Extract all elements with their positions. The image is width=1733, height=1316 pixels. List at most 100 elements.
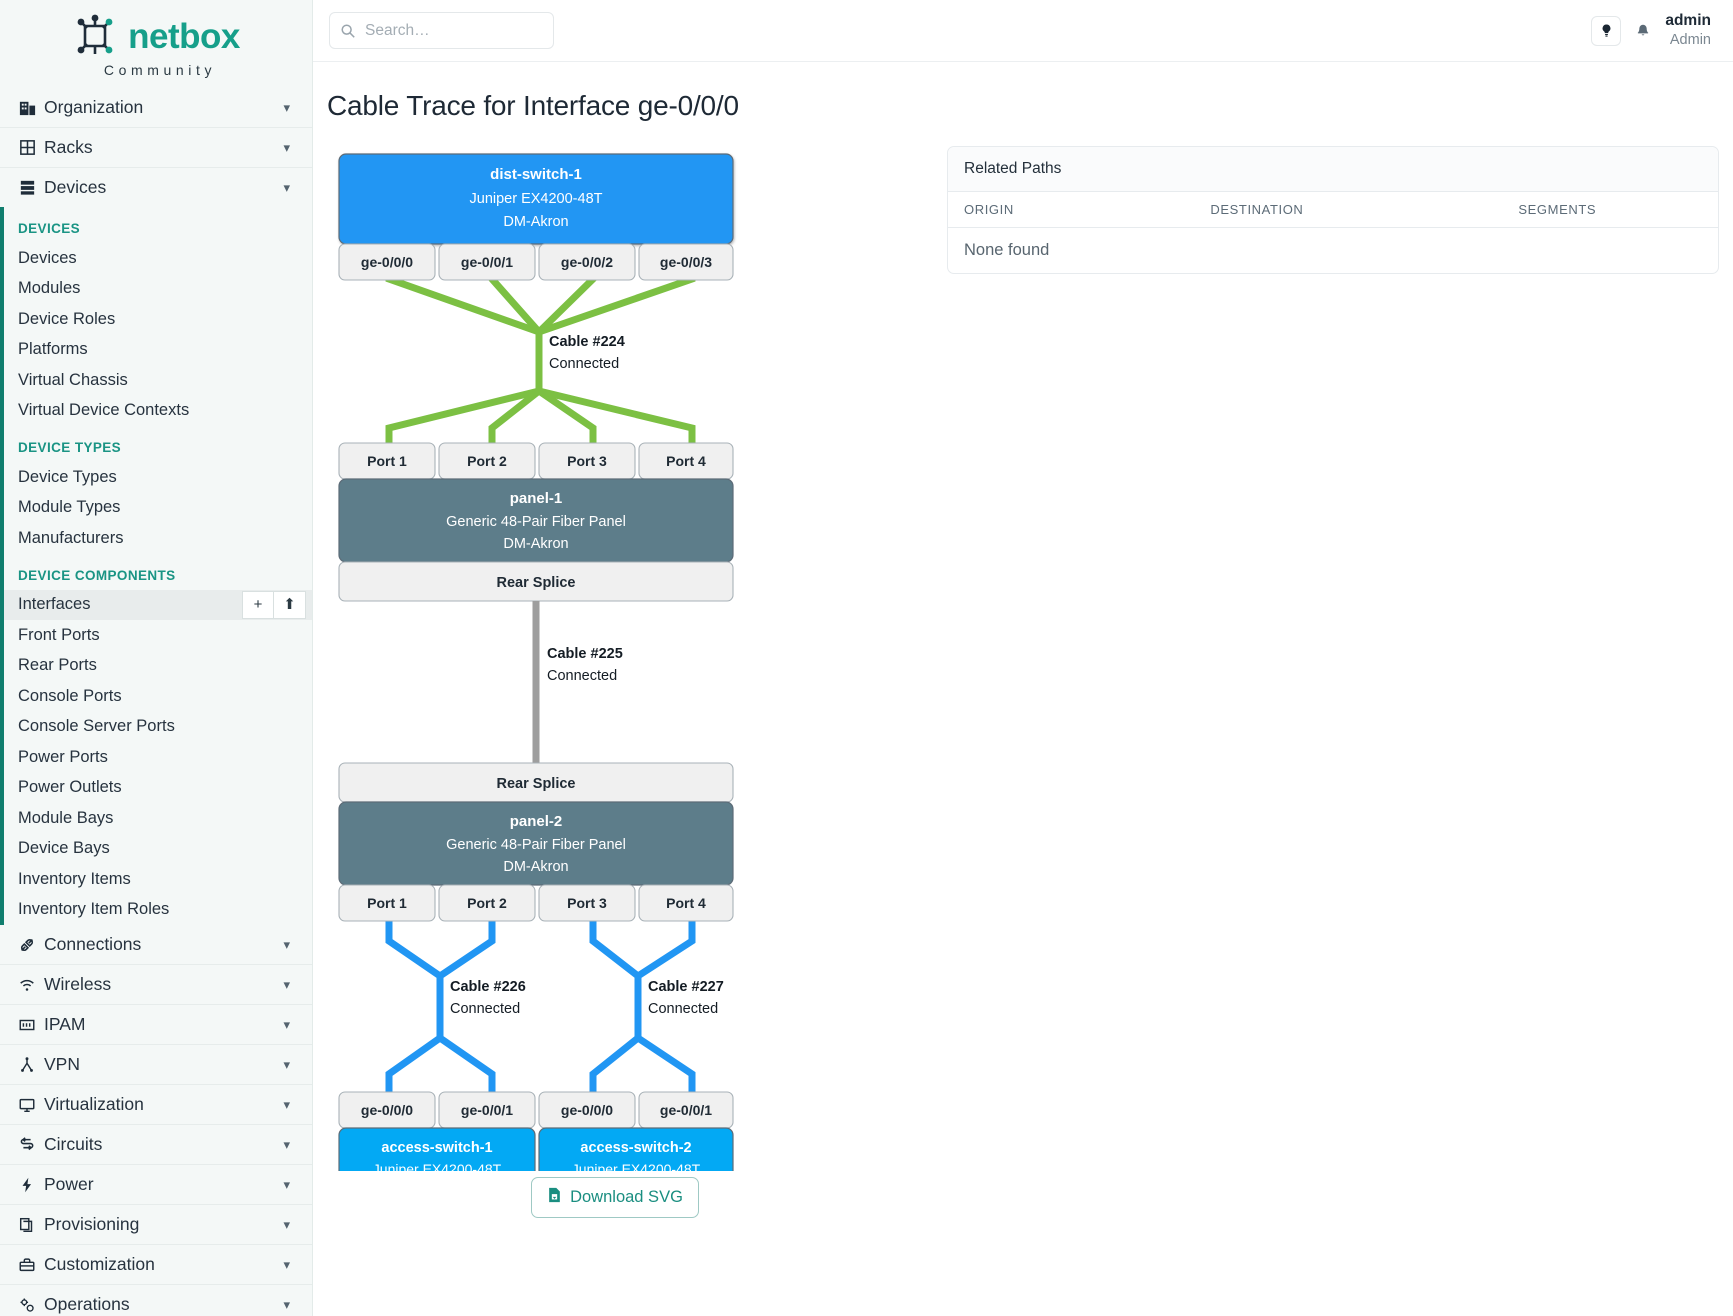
sidebar-group-devices[interactable]: Devices ▾ [0,168,312,207]
sidebar-group-circuits[interactable]: Circuits ▾ [0,1125,312,1164]
rear-termination-panel-2[interactable]: Rear Splice [338,762,734,803]
user-menu[interactable]: admin Admin [1665,12,1711,50]
rack-icon [18,138,44,157]
add-interface-button[interactable]: + [242,590,274,619]
trace-svg[interactable]: dist-switch-1 Juniper EX4200-48T DM-Akro… [327,146,903,1171]
sidebar-group-label: Organization [44,97,144,117]
sidebar-item-rear-ports[interactable]: Rear Ports [0,651,312,682]
sidebar-group-provisioning[interactable]: Provisioning ▾ [0,1205,312,1244]
termination-label: Port 4 [666,453,706,469]
sidebar-item-module-bays[interactable]: Module Bays [0,803,312,834]
sidebar-item-interfaces[interactable]: Interfaces + ⬆ [0,589,312,620]
cable-224-label[interactable]: Cable #224 Connected [549,334,625,372]
sidebar-group-operations[interactable]: Operations ▾ [0,1285,312,1316]
rear-splice-label: Rear Splice [497,776,576,792]
related-paths-card: Related Paths ORIGIN DESTINATION SEGMENT… [947,146,1719,274]
bell-icon[interactable] [1635,23,1651,39]
rear-termination-panel-1[interactable]: Rear Splice [338,561,734,602]
chevron-down-icon: ▾ [283,1177,290,1192]
search-input[interactable] [365,21,543,40]
table-header-row: ORIGIN DESTINATION SEGMENTS [948,192,1718,228]
main-content: admin Admin Cable Trace for Interface ge… [313,0,1733,1316]
sidebar-item-inventory-items[interactable]: Inventory Items [0,864,312,895]
node-name: dist-switch-1 [490,166,582,183]
sidebar-group-customization[interactable]: Customization ▾ [0,1245,312,1284]
sidebar-item-module-types[interactable]: Module Types [0,493,312,524]
sidebar-item-power-ports[interactable]: Power Ports [0,742,312,773]
node-dist-switch-1[interactable]: dist-switch-1 Juniper EX4200-48T DM-Akro… [338,153,734,245]
sidebar-item-label: Device Types [18,467,117,486]
section-heading-device-types: DEVICE TYPES [18,440,122,455]
node-model: Juniper EX4200-48T [572,1161,701,1171]
terminations-dist-switch-1[interactable]: ge-0/0/0 ge-0/0/1 ge-0/0/2 ge-0/0/3 [338,243,734,281]
brand[interactable]: netbox Community [0,0,312,88]
node-access-switch-1[interactable]: access-switch-1 Juniper EX4200-48T DM-Ak… [338,1127,536,1171]
terminations-panel-2[interactable]: Port 1 Port 2 Port 3 Port 4 [338,884,734,922]
sidebar-item-platforms[interactable]: Platforms [0,335,312,366]
sidebar-item-inventory-item-roles[interactable]: Inventory Item Roles [0,895,312,926]
user-name: admin [1665,11,1711,29]
sidebar-item-label: Inventory Items [18,869,131,888]
divider [0,1284,312,1285]
sidebar-item-device-roles[interactable]: Device Roles [0,304,312,335]
sidebar-group-vpn[interactable]: VPN ▾ [0,1045,312,1084]
import-interfaces-button[interactable]: ⬆ [274,590,306,619]
divider [0,1124,312,1125]
termination-label: ge-0/0/0 [361,254,413,270]
node-panel-2[interactable]: panel-2 Generic 48-Pair Fiber Panel DM-A… [338,801,734,886]
node-panel-1[interactable]: panel-1 Generic 48-Pair Fiber Panel DM-A… [338,478,734,563]
sidebar-item-label: Manufacturers [18,528,124,547]
column-segments[interactable]: SEGMENTS [1502,192,1718,228]
sidebar-item-label: Platforms [18,340,88,359]
termination-label: ge-0/0/0 [361,1102,413,1118]
termination-label: ge-0/0/1 [660,1102,712,1118]
sidebar-item-device-types[interactable]: Device Types [0,462,312,493]
divider [0,1084,312,1085]
sidebar-item-modules[interactable]: Modules [0,274,312,305]
building-icon [18,98,44,117]
cable-226-paths[interactable] [385,921,496,1092]
node-model: Generic 48-Pair Fiber Panel [446,837,626,853]
node-site: DM-Akron [503,859,568,875]
brand-edition: Community [103,62,217,78]
sidebar-group-connections[interactable]: Connections ▾ [0,925,312,964]
cable-227-paths[interactable] [589,921,696,1092]
terminations-panel-1[interactable]: Port 1 Port 2 Port 3 Port 4 [338,442,734,480]
cable-224-paths[interactable] [385,259,696,443]
sidebar-group-power[interactable]: Power ▾ [0,1165,312,1204]
node-access-switch-2[interactable]: access-switch-2 Juniper EX4200-48T DM-Ak… [538,1127,734,1171]
node-model: Juniper EX4200-48T [470,191,603,207]
cable-225-label[interactable]: Cable #225 Connected [547,646,623,684]
terminations-access-switch-2[interactable]: ge-0/0/0 ge-0/0/1 [538,1091,734,1129]
sidebar-item-virtual-device-contexts[interactable]: Virtual Device Contexts [0,396,312,427]
terminations-access-switch-1[interactable]: ge-0/0/0 ge-0/0/1 [338,1091,536,1129]
sidebar-item-label: Interfaces [18,595,91,614]
column-destination[interactable]: DESTINATION [1194,192,1503,228]
download-svg-button[interactable]: Download SVG [531,1177,699,1218]
sidebar-item-power-outlets[interactable]: Power Outlets [0,773,312,804]
sidebar-item-label: Console Server Ports [18,717,175,736]
sidebar-group-racks[interactable]: Racks ▾ [0,128,312,167]
search-box[interactable] [329,12,554,49]
sidebar-group-wireless[interactable]: Wireless ▾ [0,965,312,1004]
sidebar-group-ipam[interactable]: IPAM ▾ [0,1005,312,1044]
column-origin[interactable]: ORIGIN [948,192,1195,228]
section-heading-devices: DEVICES [18,221,81,236]
sidebar-item-device-bays[interactable]: Device Bays [0,834,312,865]
sidebar-item-front-ports[interactable]: Front Ports [0,620,312,651]
sidebar-group-organization[interactable]: Organization ▾ [0,88,312,127]
sidebar-item-devices[interactable]: Devices [0,243,312,274]
sidebar-item-console-ports[interactable]: Console Ports [0,681,312,712]
sidebar-item-label: Power Outlets [18,778,122,797]
server-icon [18,178,44,197]
lightbulb-icon[interactable] [1591,15,1622,46]
cable-226-label[interactable]: Cable #226 Connected [450,979,526,1017]
monitor-icon [18,1096,44,1114]
sidebar-item-console-server-ports[interactable]: Console Server Ports [0,712,312,743]
cable-227-label[interactable]: Cable #227 Connected [648,979,724,1017]
sidebar-item-manufacturers[interactable]: Manufacturers [0,523,312,554]
node-name: access-switch-2 [580,1140,691,1156]
termination-label: Port 2 [467,895,507,911]
sidebar-item-virtual-chassis[interactable]: Virtual Chassis [0,365,312,396]
sidebar-group-virtualization[interactable]: Virtualization ▾ [0,1085,312,1124]
